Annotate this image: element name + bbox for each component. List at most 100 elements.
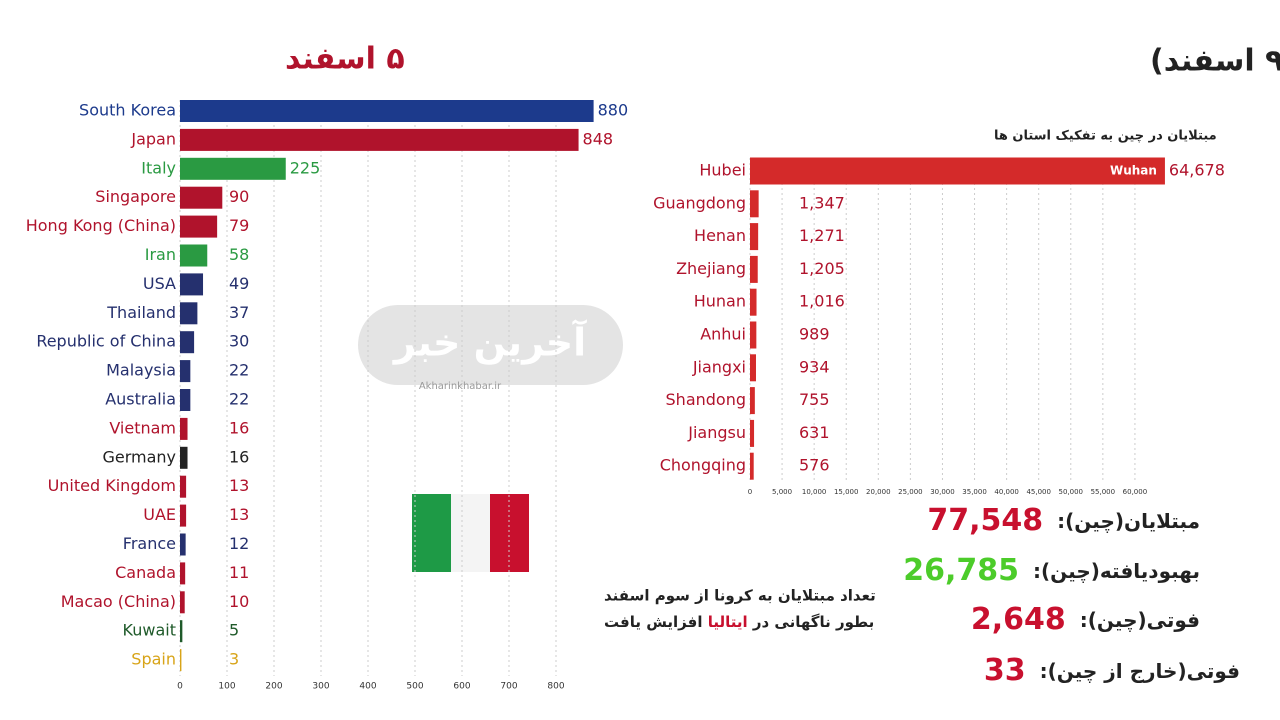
bar — [180, 649, 182, 672]
x-tick-label: 30,000 — [930, 488, 955, 496]
bar — [180, 591, 185, 614]
bar — [750, 452, 754, 480]
bar — [750, 354, 756, 382]
stat-value: 2,648 — [970, 602, 1066, 637]
y-tick-label: Italy — [141, 158, 176, 177]
value-label: 64,678 — [1169, 161, 1225, 180]
value-label: 934 — [799, 357, 830, 376]
x-tick-label: 50,000 — [1059, 488, 1084, 496]
value-label: 1,271 — [799, 226, 845, 245]
y-tick-label: Germany — [102, 447, 176, 466]
watermark-bg — [358, 305, 623, 385]
value-label: 1,205 — [799, 259, 845, 278]
bar — [180, 533, 186, 556]
y-tick-label: Hubei — [699, 161, 746, 180]
flag-stripe — [412, 494, 451, 572]
y-tick-label: Anhui — [700, 325, 746, 344]
y-tick-label: Republic of China — [36, 332, 176, 351]
x-tick-label: 400 — [359, 682, 376, 692]
y-tick-label: Hong Kong (China) — [26, 216, 176, 235]
bar — [750, 190, 759, 218]
value-label: 58 — [229, 245, 249, 264]
stat-label: فوتی(چین): — [1079, 607, 1200, 632]
y-tick-label: USA — [143, 274, 176, 293]
stat-value: 26,785 — [903, 553, 1020, 588]
note-part: افزایش یافت — [604, 613, 702, 631]
value-label: 90 — [229, 187, 249, 206]
stat-row: مبتلایان(چین): 77,548 — [927, 503, 1200, 538]
value-label: 16 — [229, 418, 249, 437]
bar — [180, 446, 188, 469]
x-tick-label: 200 — [265, 682, 282, 692]
value-label: 1,016 — [799, 292, 845, 311]
y-tick-label: Chongqing — [660, 456, 746, 475]
y-tick-label: Australia — [105, 390, 176, 409]
bar-annotation: Wuhan — [1110, 164, 1157, 178]
bar — [180, 128, 579, 151]
bar — [180, 186, 223, 209]
bar — [750, 419, 755, 447]
bar — [180, 331, 195, 354]
y-tick-label: Singapore — [95, 187, 176, 206]
x-tick-label: 25,000 — [898, 488, 923, 496]
value-label: 13 — [229, 505, 249, 524]
stat-value: 33 — [983, 653, 1026, 688]
value-label: 12 — [229, 534, 249, 553]
title: رشد مبتلایان به کرونا در جهان (از ۲۶ بهم… — [1150, 44, 1280, 79]
x-tick-label: 10,000 — [802, 488, 827, 496]
y-tick-label: Shandong — [666, 390, 746, 409]
y-tick-label: Hunan — [694, 292, 746, 311]
watermark-url: Akharinkhabar.ir — [419, 381, 502, 392]
value-label: 755 — [799, 390, 830, 409]
date: ۵ اسفند — [285, 42, 405, 77]
bar — [750, 157, 1165, 185]
y-tick-label: Macao (China) — [61, 592, 176, 611]
y-tick-label: Kuwait — [123, 621, 176, 640]
x-tick-label: 300 — [312, 682, 329, 692]
bar — [180, 504, 187, 527]
y-tick-label: South Korea — [79, 101, 176, 120]
y-tick-label: Canada — [115, 563, 176, 582]
value-label: 576 — [799, 456, 830, 475]
stat-label: مبتلایان(چین): — [1057, 508, 1200, 533]
x-tick-label: 500 — [406, 682, 423, 692]
x-tick-label: 15,000 — [834, 488, 859, 496]
bar — [180, 389, 191, 411]
y-tick-label: Spain — [131, 650, 176, 669]
bar — [750, 288, 757, 316]
x-tick-label: 40,000 — [994, 488, 1019, 496]
note-part: بطور ناگهانی در — [752, 613, 874, 631]
bar — [180, 157, 286, 180]
bar — [750, 223, 759, 251]
bar — [180, 620, 183, 643]
value-label: 49 — [229, 274, 249, 293]
value-label: 37 — [229, 303, 249, 322]
value-label: 5 — [229, 621, 239, 640]
y-tick-label: Henan — [694, 226, 746, 245]
stat-row: فوتی(خارج از چین): 33 — [984, 653, 1240, 688]
x-tick-label: 55,000 — [1091, 488, 1116, 496]
stat-row: فوتی(چین): 2,648 — [971, 602, 1200, 637]
value-label: 11 — [229, 563, 249, 582]
y-tick-label: Thailand — [106, 303, 176, 322]
y-tick-label: Vietnam — [109, 418, 176, 437]
x-tick-label: 35,000 — [962, 488, 987, 496]
bar — [180, 100, 594, 122]
value-label: 79 — [229, 216, 249, 235]
y-tick-label: Japan — [130, 129, 176, 148]
stat-value: 77,548 — [927, 503, 1044, 538]
stat-label: فوتی(خارج از چین): — [1039, 658, 1240, 683]
x-tick-label: 45,000 — [1026, 488, 1051, 496]
value-label: 631 — [799, 423, 830, 442]
x-tick-label: 800 — [547, 682, 564, 692]
y-tick-label: Jiangxi — [692, 357, 746, 376]
chart-subtitle: مبتلایان در چین به تفکیک استان ها — [994, 129, 1217, 144]
bar — [180, 244, 208, 267]
y-tick-label: Jiangsu — [687, 423, 746, 442]
note-line: بطور ناگهانی در ایتالیا افزایش یافت — [604, 613, 874, 631]
value-label: 22 — [229, 390, 249, 409]
flag-stripe — [451, 494, 490, 572]
value-label: 1,347 — [799, 193, 845, 212]
x-tick-label: 60,000 — [1123, 488, 1148, 496]
note-line: تعداد مبتلایان به کرونا از سوم اسفند — [604, 587, 876, 605]
